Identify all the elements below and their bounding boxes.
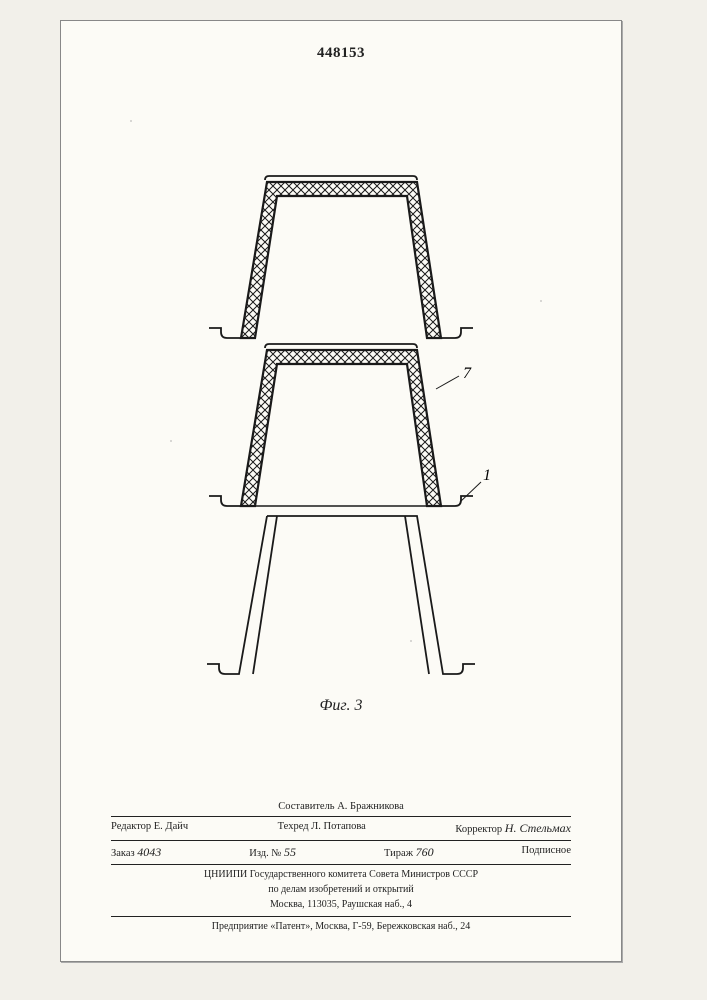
compiler-line: Составитель А. Бражникова [111,801,571,812]
order: Заказ 4043 [111,845,161,860]
doc-number: 448153 [61,45,621,62]
footer-line-2: по делам изобретений и открытий [111,884,571,895]
figure-svg: 7 1 [181,166,501,686]
pub-row: Заказ 4043 Изд. № 55 Тираж 760 Подписное [111,840,571,860]
publication-info: Составитель А. Бражникова Редактор Е. Да… [111,801,571,932]
figure-3: 7 1 [181,166,501,686]
label-7: 7 [463,365,472,382]
tecred: Техред Л. Потапова [278,821,366,836]
izd: Изд. № 55 [249,845,296,860]
footer-line-1: ЦНИИПИ Государственного комитета Совета … [111,869,571,880]
tirazh: Тираж 760 [384,845,434,860]
editor: Редактор Е. Дайч [111,821,188,836]
corrector: Корректор Н. Стельмах [455,821,571,836]
footer-line-4: Предприятие «Патент», Москва, Г-59, Бере… [111,921,571,932]
figure-caption: Фиг. 3 [61,697,621,715]
page: 448153 [60,20,622,962]
label-1: 1 [483,467,491,484]
credits-row: Редактор Е. Дайч Техред Л. Потапова Корр… [111,816,571,836]
footer-line-3: Москва, 113035, Раушская наб., 4 [111,899,571,910]
subscription: Подписное [522,845,571,860]
